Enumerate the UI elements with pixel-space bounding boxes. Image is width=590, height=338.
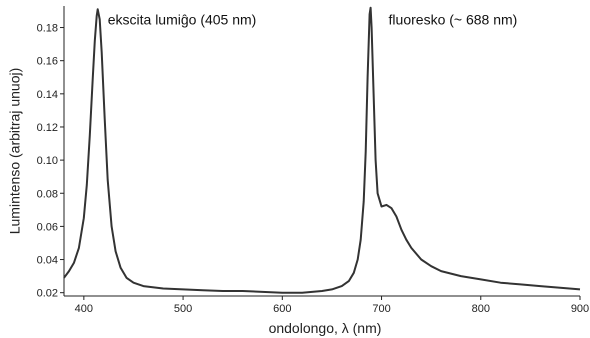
spectrum-line — [63, 6, 581, 294]
x-tick-label: 800 — [472, 303, 490, 315]
y-tick-label: 0.16 — [37, 56, 58, 68]
peak-annotation: fluoresko (~ 688 nm) — [389, 11, 518, 27]
annotations: ekscita lumiĝo (405 nm) fluoresko (~ 688 … — [108, 11, 518, 27]
x-tick-label: 600 — [273, 303, 291, 315]
y-tick-label: 0.10 — [37, 155, 58, 167]
x-tick-label: 400 — [75, 303, 93, 315]
x-tick-label: 500 — [174, 303, 192, 315]
x-tick-label: 900 — [571, 303, 589, 315]
x-axis-title: ondolongo, λ (nm) — [269, 320, 382, 336]
ticks: 400 500 600 700 800 900 0.02 0.04 0.06 0.08 0.10 0.… — [37, 23, 590, 315]
peak-annotation: ekscita lumiĝo (405 nm) — [108, 11, 257, 27]
y-axis-title: Lumintenso (arbitraj unuoj) — [7, 68, 23, 235]
y-tick-label: 0.18 — [37, 23, 58, 35]
series-layer — [63, 6, 581, 294]
y-tick-label: 0.12 — [37, 122, 58, 134]
x-tick-label: 700 — [372, 303, 390, 315]
y-tick-label: 0.14 — [37, 89, 58, 101]
y-tick-label: 0.08 — [37, 188, 58, 200]
y-tick-label: 0.06 — [37, 221, 58, 233]
axes — [63, 6, 580, 297]
y-tick-label: 0.02 — [37, 288, 58, 300]
y-tick-label: 0.04 — [37, 255, 58, 267]
